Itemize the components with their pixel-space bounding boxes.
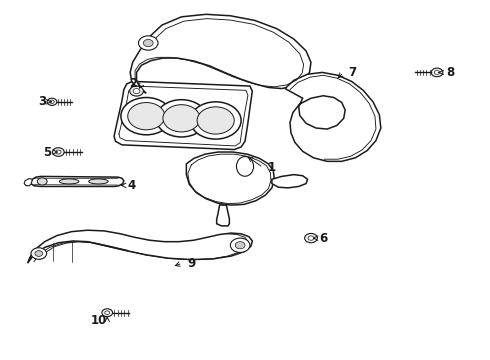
Polygon shape — [217, 205, 229, 226]
Circle shape — [105, 311, 110, 315]
Circle shape — [305, 233, 318, 243]
Circle shape — [31, 248, 47, 259]
Circle shape — [190, 102, 241, 139]
Circle shape — [50, 100, 54, 103]
Circle shape — [52, 148, 64, 156]
Text: 9: 9 — [187, 257, 196, 270]
Polygon shape — [31, 176, 124, 186]
Polygon shape — [27, 230, 252, 263]
Circle shape — [431, 68, 443, 77]
Polygon shape — [114, 81, 252, 149]
Polygon shape — [24, 179, 32, 186]
Circle shape — [130, 86, 144, 96]
Circle shape — [139, 36, 158, 50]
Circle shape — [230, 238, 250, 252]
Circle shape — [37, 178, 47, 185]
Text: 3: 3 — [38, 95, 46, 108]
Text: 6: 6 — [319, 231, 327, 244]
Circle shape — [144, 40, 153, 46]
Text: 5: 5 — [43, 145, 51, 158]
Circle shape — [128, 103, 165, 130]
Circle shape — [156, 100, 207, 137]
Polygon shape — [285, 72, 381, 161]
Text: 8: 8 — [446, 66, 454, 79]
Text: 2: 2 — [129, 77, 138, 90]
Circle shape — [47, 98, 57, 105]
Circle shape — [56, 150, 61, 154]
Polygon shape — [130, 14, 311, 93]
Text: 4: 4 — [127, 179, 136, 192]
Ellipse shape — [237, 157, 253, 176]
Circle shape — [163, 105, 200, 132]
Circle shape — [102, 309, 113, 317]
Circle shape — [308, 236, 314, 240]
Text: 10: 10 — [90, 314, 106, 327]
Circle shape — [133, 89, 140, 94]
Circle shape — [435, 71, 440, 75]
Circle shape — [197, 107, 234, 134]
Text: 7: 7 — [348, 66, 357, 79]
Text: 1: 1 — [268, 161, 276, 174]
Polygon shape — [186, 152, 274, 205]
Ellipse shape — [89, 179, 108, 184]
Polygon shape — [272, 175, 308, 188]
Ellipse shape — [59, 179, 79, 184]
Circle shape — [235, 242, 245, 249]
Circle shape — [121, 98, 172, 135]
Circle shape — [35, 251, 43, 256]
